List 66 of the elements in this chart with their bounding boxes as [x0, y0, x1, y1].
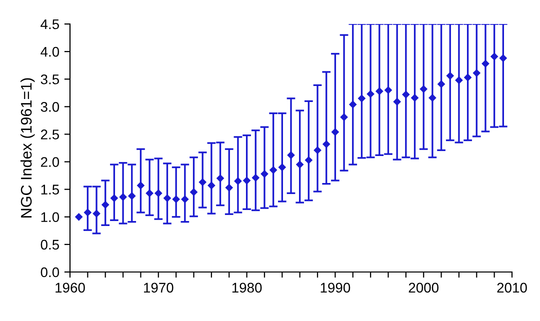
- point: [208, 182, 216, 190]
- point: [146, 189, 154, 198]
- point: [358, 94, 366, 102]
- point: [410, 94, 419, 102]
- point: [260, 170, 268, 178]
- point: [101, 200, 110, 209]
- point: [446, 72, 454, 80]
- point: [225, 184, 234, 192]
- point: [314, 146, 322, 154]
- x-tick-label: 2000: [408, 282, 439, 293]
- x-tick-label: 1990: [320, 282, 350, 293]
- y-tick-label: 4.5: [40, 19, 60, 30]
- point: [154, 189, 162, 198]
- x-tick-label: 2010: [497, 282, 527, 293]
- point: [269, 166, 278, 174]
- point: [180, 195, 189, 204]
- point: [499, 54, 508, 62]
- point: [136, 182, 145, 190]
- point: [92, 210, 100, 218]
- x-tick-label: 1970: [144, 282, 174, 293]
- point: [74, 212, 83, 221]
- point: [482, 60, 490, 68]
- y-tick-label: 2.5: [40, 130, 60, 140]
- point: [455, 76, 463, 84]
- point: [198, 178, 207, 186]
- point: [366, 90, 374, 98]
- point: [393, 98, 402, 106]
- point: [172, 195, 180, 204]
- y-tick-label: 1.0: [41, 212, 60, 222]
- point: [490, 52, 498, 60]
- y-tick-label: 0.0: [40, 267, 60, 278]
- y-tick-label: 2.0: [40, 157, 60, 167]
- point: [163, 194, 172, 202]
- y-tick-label: 3.0: [40, 102, 60, 112]
- point: [84, 208, 92, 216]
- point: [110, 194, 118, 202]
- point: [384, 86, 392, 94]
- point: [331, 128, 340, 136]
- point: [464, 74, 472, 82]
- point: [119, 193, 127, 201]
- y-tick-label: 3.5: [40, 74, 60, 84]
- y-axis-title: NGC Index (1961=1): [20, 78, 35, 218]
- x-tick-label: 1960: [56, 282, 85, 293]
- point: [348, 100, 357, 108]
- point: [322, 140, 330, 148]
- point: [234, 177, 242, 185]
- point: [304, 156, 313, 164]
- point: [278, 163, 286, 172]
- point: [216, 174, 224, 182]
- x-tick-label: 1980: [232, 282, 262, 293]
- point: [420, 85, 428, 93]
- point: [287, 151, 295, 160]
- point: [402, 90, 410, 98]
- point: [472, 69, 481, 77]
- y-tick-label: 4.0: [40, 46, 60, 57]
- point: [242, 176, 251, 184]
- point: [128, 192, 136, 200]
- point: [296, 160, 304, 168]
- y-tick-label: 1.5: [41, 184, 60, 195]
- point: [375, 87, 384, 96]
- point: [190, 188, 198, 196]
- y-tick-label: 0.5: [40, 240, 60, 250]
- point: [437, 80, 446, 88]
- point: [428, 94, 436, 102]
- point: [252, 174, 260, 182]
- point: [340, 113, 348, 122]
